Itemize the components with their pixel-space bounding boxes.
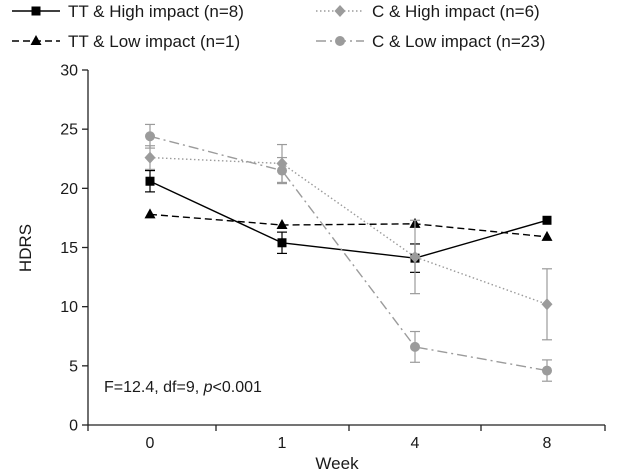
x-tick-label: 8 (543, 435, 552, 452)
legend: TT & High impact (n=8) TT & Low impact (n… (12, 2, 545, 51)
legend-swatch-marker (334, 5, 346, 17)
series-line (149, 135, 548, 372)
series-line (149, 156, 548, 305)
x-ticks: 0 1 4 8 (87, 425, 606, 452)
data-point (277, 165, 287, 176)
series-circle (145, 123, 552, 382)
y-tick-label: 0 (69, 418, 78, 435)
x-tick-label: 4 (411, 435, 420, 452)
x-tick-label: 1 (278, 435, 287, 452)
data-point (542, 365, 552, 376)
data-point (542, 215, 552, 225)
data-point (144, 208, 156, 219)
series-diamond (144, 143, 553, 341)
legend-item: C & Low impact (n=23) (316, 32, 545, 51)
legend-item: TT & High impact (n=8) (12, 2, 244, 21)
y-tick-label: 30 (60, 63, 78, 80)
data-point (145, 131, 155, 142)
y-tick-label: 25 (60, 122, 78, 139)
plot-series (144, 123, 553, 382)
x-axis-title: Week (315, 454, 359, 473)
legend-swatch-marker (31, 6, 41, 16)
legend-item: TT & Low impact (n=1) (12, 32, 240, 51)
stat-annotation: F=12.4, df=9, p<0.001 (104, 379, 262, 396)
y-tick-label: 15 (60, 240, 78, 257)
data-point (144, 151, 156, 164)
axes: 0 5 10 15 20 25 30 0 1 4 8 (60, 63, 606, 452)
data-point (541, 298, 553, 311)
stat-annotation-suffix: <0.001 (213, 379, 262, 396)
x-tick-label: 0 (146, 435, 155, 452)
data-point (145, 176, 155, 186)
legend-label: TT & High impact (n=8) (68, 2, 244, 21)
y-tick-label: 5 (69, 358, 78, 375)
series-square (145, 169, 552, 273)
y-tick-label: 20 (60, 181, 78, 198)
legend-label: C & Low impact (n=23) (372, 32, 545, 51)
legend-swatch-marker (30, 35, 42, 45)
data-point (541, 230, 553, 241)
data-point (409, 250, 421, 263)
data-point (277, 238, 287, 248)
data-point (276, 219, 288, 230)
series-line (149, 213, 548, 238)
y-ticks: 0 5 10 15 20 25 30 (60, 63, 88, 435)
legend-label: TT & Low impact (n=1) (68, 32, 240, 51)
legend-swatch-marker (335, 36, 345, 46)
series-line (149, 180, 548, 259)
legend-label: C & High impact (n=6) (372, 2, 540, 21)
data-point (410, 341, 420, 352)
y-tick-label: 10 (60, 299, 78, 316)
series-triangle (144, 208, 553, 241)
legend-item: C & High impact (n=6) (316, 2, 540, 21)
stat-annotation-prefix: F=12.4, df=9, (104, 379, 204, 396)
y-axis-title: HDRS (16, 224, 35, 272)
stat-annotation-p: p (203, 379, 213, 396)
